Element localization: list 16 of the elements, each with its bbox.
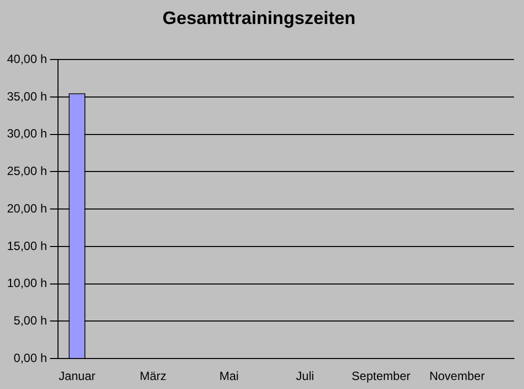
x-tick-label: Januar — [58, 369, 96, 384]
x-tick-label: Mai — [219, 369, 239, 384]
y-tick-label: 20,00 h — [6, 201, 48, 216]
x-tick-label: März — [140, 369, 166, 384]
x-tick-label: September — [352, 369, 410, 384]
y-tick-label: 30,00 h — [6, 126, 48, 141]
y-tick-label: 10,00 h — [6, 276, 48, 290]
y-tick-label: 40,00 h — [6, 52, 48, 66]
x-tick-label: Juli — [296, 369, 314, 384]
chart-title: Gesamttrainingszeiten — [162, 8, 356, 28]
y-tick-label: 35,00 h — [6, 89, 48, 104]
y-tick-label: 5,00 h — [14, 314, 48, 328]
y-tick-label: 25,00 h — [6, 164, 48, 178]
x-tick-label: November — [429, 369, 485, 384]
y-tick-label: 0,00 h — [14, 350, 48, 365]
y-tick-label: 15,00 h — [6, 238, 48, 253]
